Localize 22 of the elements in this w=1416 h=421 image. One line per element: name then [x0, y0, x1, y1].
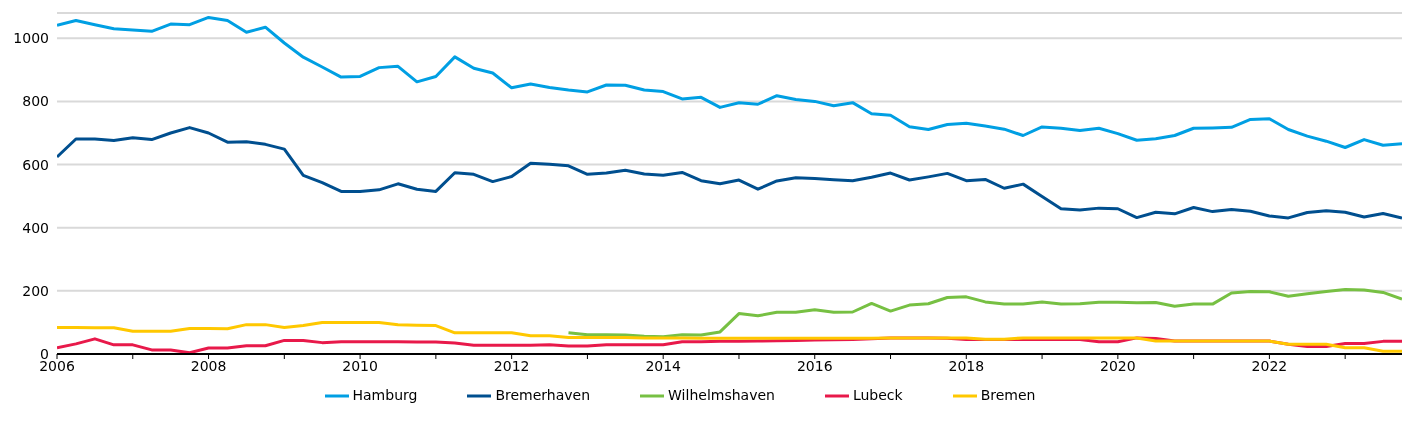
y-tick-label: 200 — [22, 282, 49, 299]
legend-label: Hamburg — [352, 387, 418, 403]
y-tick-label: 800 — [22, 93, 49, 110]
legend-label: Wilhelmshaven — [668, 387, 775, 403]
x-tick-label: 2008 — [190, 357, 227, 374]
y-tick-label: 400 — [22, 219, 49, 236]
x-tick-label: 2010 — [342, 357, 378, 374]
legend-label: Bremerhaven — [495, 387, 591, 403]
legend-label: Bremen — [980, 387, 1036, 403]
y-tick-label: 1000 — [13, 30, 49, 47]
x-tick-label: 2012 — [493, 357, 530, 374]
x-tick-label: 2022 — [1251, 357, 1288, 374]
line-series — [57, 126, 1402, 220]
x-tick-label: 2020 — [1100, 357, 1136, 374]
x-tick-label: 2018 — [948, 357, 985, 374]
y-tick-label: 0 — [40, 345, 49, 362]
y-tick-label: 600 — [22, 156, 49, 173]
x-tick-label: 2016 — [796, 357, 833, 374]
line-series — [57, 15, 1402, 150]
legend-label: Lubeck — [852, 387, 903, 403]
line-series — [566, 288, 1402, 339]
x-tick-label: 2014 — [645, 357, 682, 374]
